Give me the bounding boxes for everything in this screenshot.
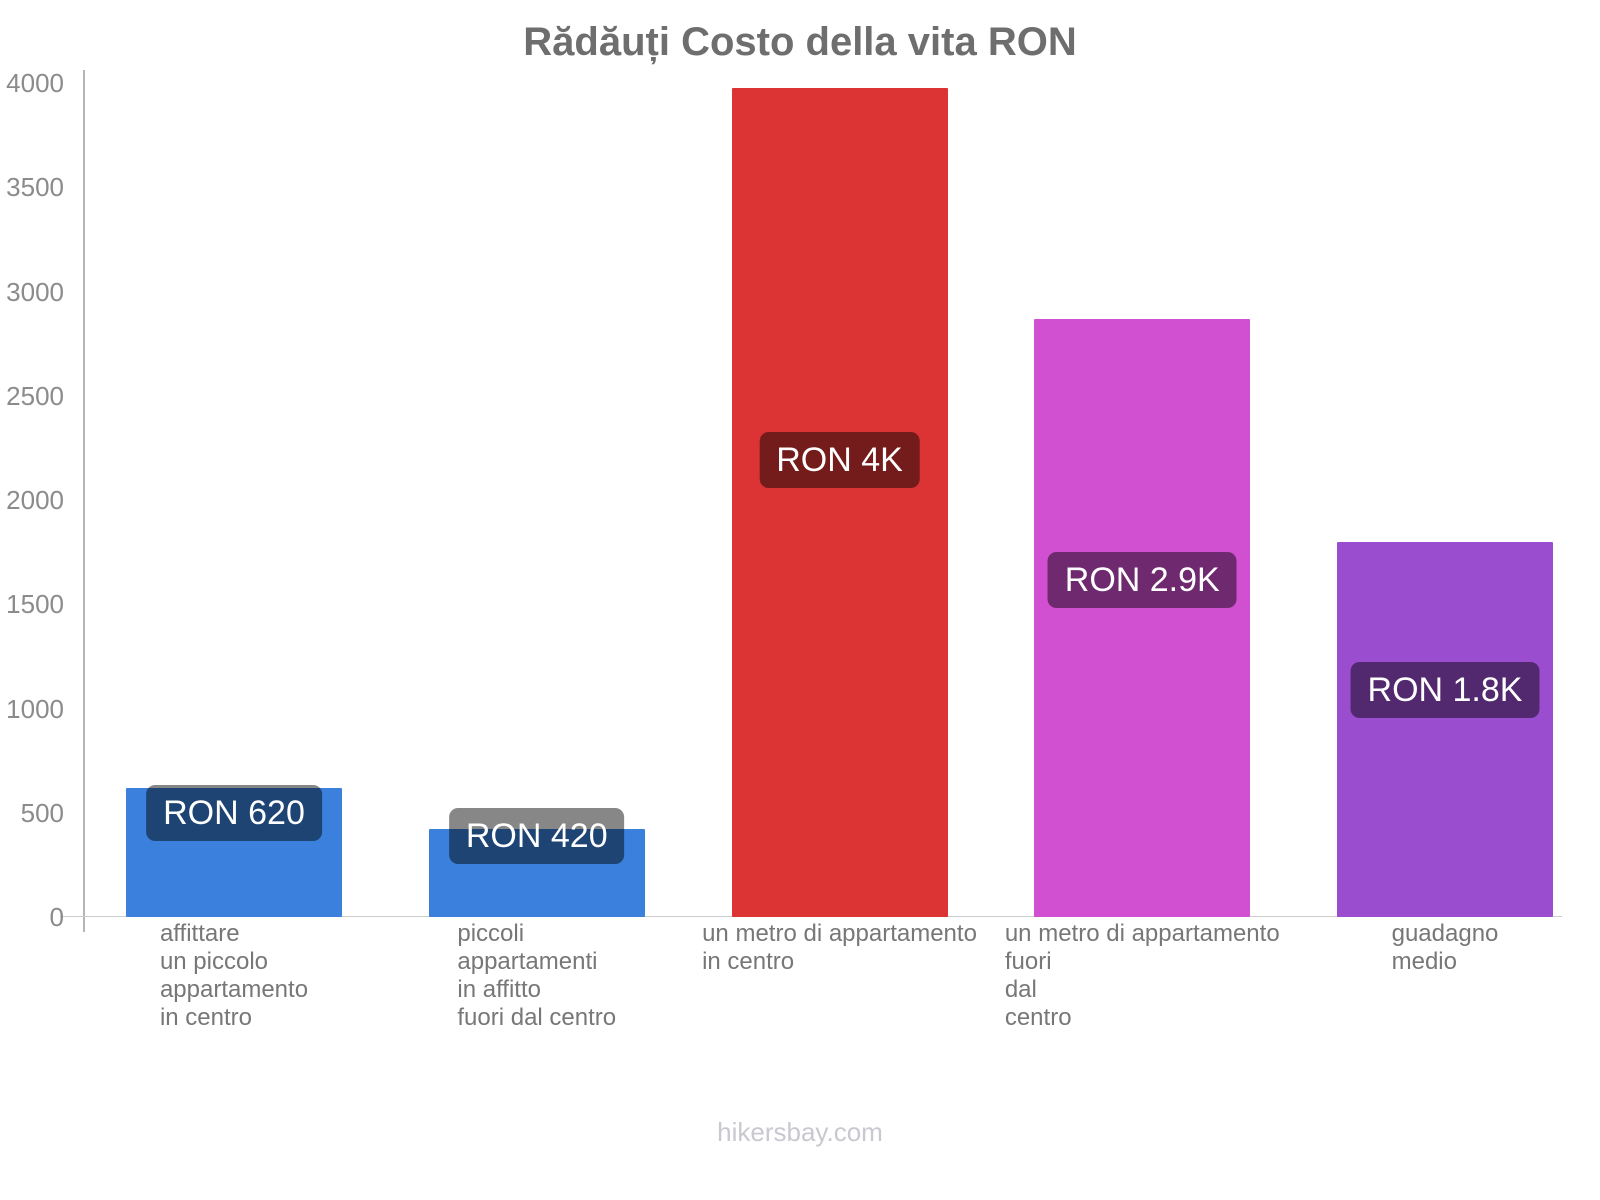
category-label-line: un metro di appartamento: [1004, 920, 1280, 947]
y-axis-tick-label: 1500: [6, 589, 64, 620]
category-label-line: un metro di appartamento: [702, 920, 977, 947]
bar-1: [126, 787, 342, 917]
y-axis-tick-label: 3500: [6, 172, 64, 203]
category-label-line: guadagno: [1391, 920, 1499, 947]
y-axis-line: [83, 70, 85, 932]
y-axis-tick-label: 2000: [6, 485, 64, 515]
category-label-5: guadagno medio: [1392, 920, 1499, 976]
category-label-line: fuori dal centro: [457, 1004, 617, 1031]
bar-value-label-2: RON 420: [448, 808, 625, 864]
y-axis-tick-label: 2500: [6, 380, 64, 411]
y-axis-tick-label: 500: [20, 797, 64, 828]
bar-value-label-4: RON 2.9K: [1047, 552, 1237, 608]
category-label-1: affittare un piccolo appartamento in centro: [160, 920, 308, 1032]
category-label-3: un metro di appartamento in centro: [702, 920, 977, 976]
category-label-line: medio: [1391, 948, 1457, 975]
category-label-line: in affitto: [457, 976, 541, 1003]
category-label-4: un metro di appartamento fuori dal centro: [1005, 920, 1280, 1032]
bar-5: [1337, 541, 1553, 917]
category-label-line: in centro: [159, 1004, 253, 1031]
category-label-line: un piccolo: [159, 948, 269, 975]
y-axis-tick-label: 0: [49, 902, 64, 932]
category-label-line: affittare: [159, 920, 240, 947]
category-label-line: dal: [1004, 976, 1037, 1003]
bar-value-label-3: RON 4K: [759, 432, 920, 488]
y-axis-tick-label: 3000: [6, 276, 64, 307]
watermark-text: hikersbay.com: [717, 1117, 883, 1147]
y-axis-tick-label: 4000: [6, 68, 64, 98]
category-label-line: centro: [1004, 1004, 1072, 1031]
bar-4: [1034, 318, 1251, 917]
category-label-line: appartamento: [159, 976, 309, 1003]
category-label-line: piccoli: [457, 920, 525, 947]
category-label-line: in centro: [702, 948, 795, 975]
y-axis-tick-label: 1000: [6, 693, 64, 724]
category-label-2: piccoli appartamenti in affitto fuori dal c…: [457, 920, 616, 1032]
category-label-line: fuori: [1004, 948, 1052, 975]
bar-value-label-1: RON 620: [146, 785, 322, 841]
category-label-line: appartamenti: [457, 948, 598, 975]
chart-title: Rădăuți Costo della vita RON: [523, 20, 1077, 64]
bar-2: [428, 829, 645, 917]
bar-value-label-5: RON 1.8K: [1350, 662, 1540, 718]
bar-3: [731, 88, 948, 917]
